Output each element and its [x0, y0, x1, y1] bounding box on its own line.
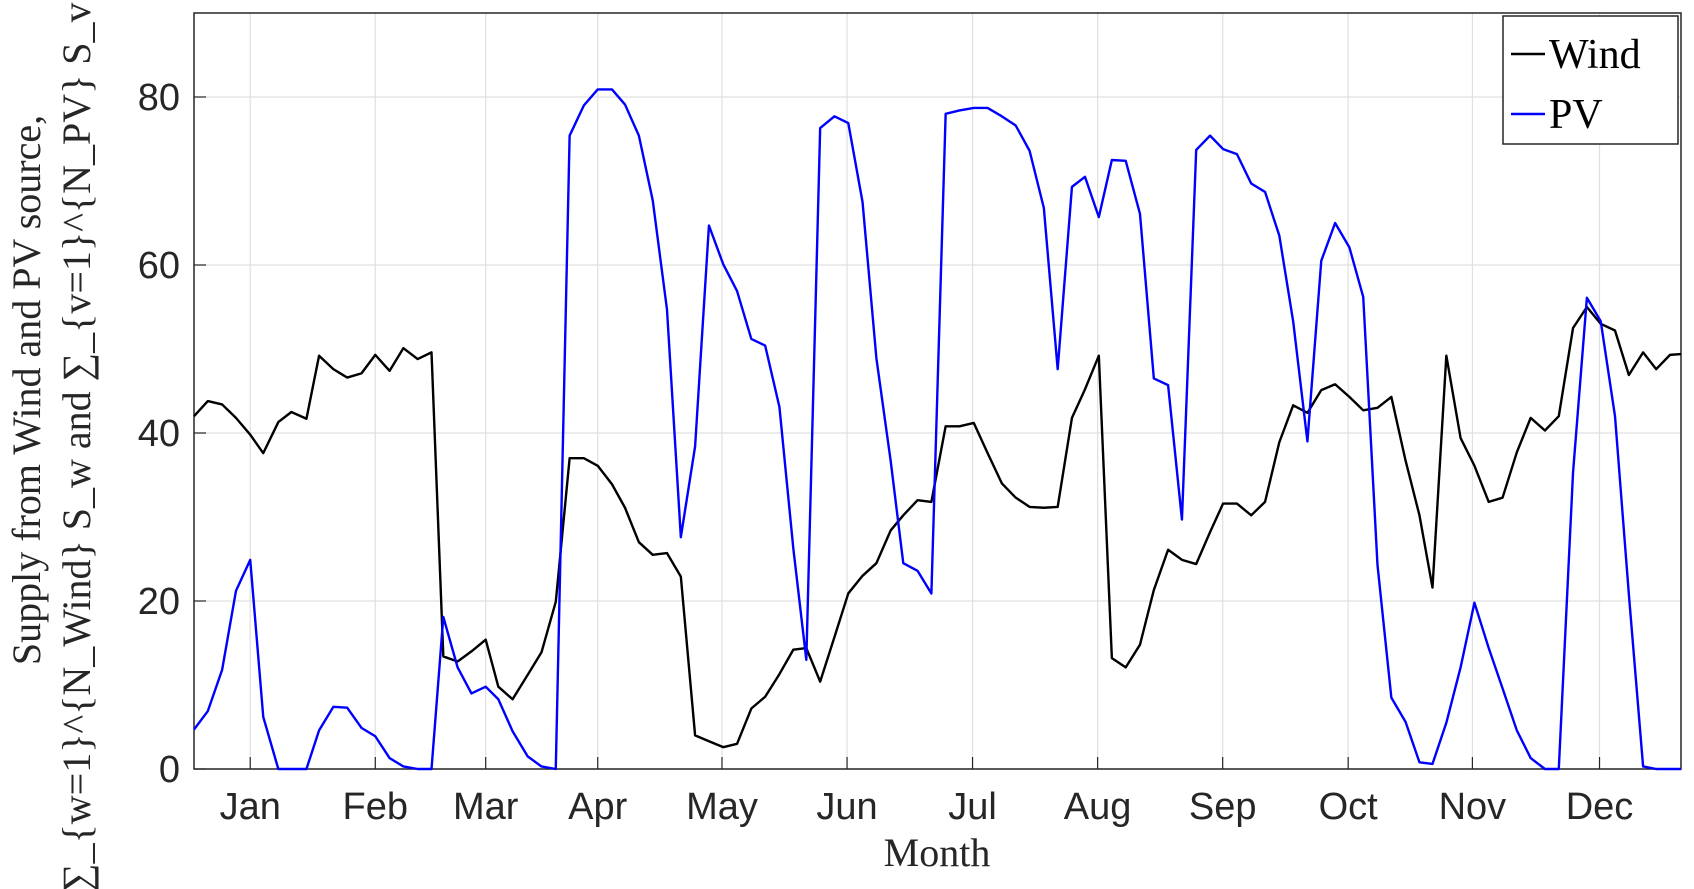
x-tick-label: May: [686, 786, 758, 828]
x-tick-label: Mar: [453, 786, 519, 828]
y-tick-label: 80: [138, 77, 180, 119]
y-tick-label: 40: [138, 413, 180, 455]
y-tick-label: 0: [159, 749, 180, 791]
x-tick-label: Dec: [1566, 786, 1634, 828]
x-tick-label: Sep: [1189, 786, 1257, 828]
x-tick-label: Jun: [816, 786, 877, 828]
legend-box: [1502, 15, 1679, 145]
x-tick-label: Oct: [1319, 786, 1379, 828]
x-tick-label: Feb: [343, 786, 408, 828]
legend-label: PV: [1549, 92, 1603, 138]
x-tick-label: Jul: [948, 786, 997, 828]
x-tick-label: Jan: [220, 786, 281, 828]
y-tick-label: 20: [138, 581, 180, 623]
y-axis-label: ∑_{w=1}^{N_Wind} S_w and ∑_{v=1}^{N_PV} …: [54, 0, 99, 889]
x-tick-label: Apr: [568, 786, 627, 828]
x-axis-label: Month: [884, 830, 991, 875]
y-axis-label: Supply from Wind and PV source,: [4, 115, 49, 665]
y-tick-label: 60: [138, 245, 180, 287]
series-line: [193, 88, 1681, 771]
x-tick-label: Nov: [1439, 786, 1507, 828]
x-tick-label: Aug: [1064, 786, 1132, 828]
series-line: [193, 305, 1682, 749]
plot-frame: [193, 12, 1682, 770]
legend-label: Wind: [1549, 32, 1641, 78]
